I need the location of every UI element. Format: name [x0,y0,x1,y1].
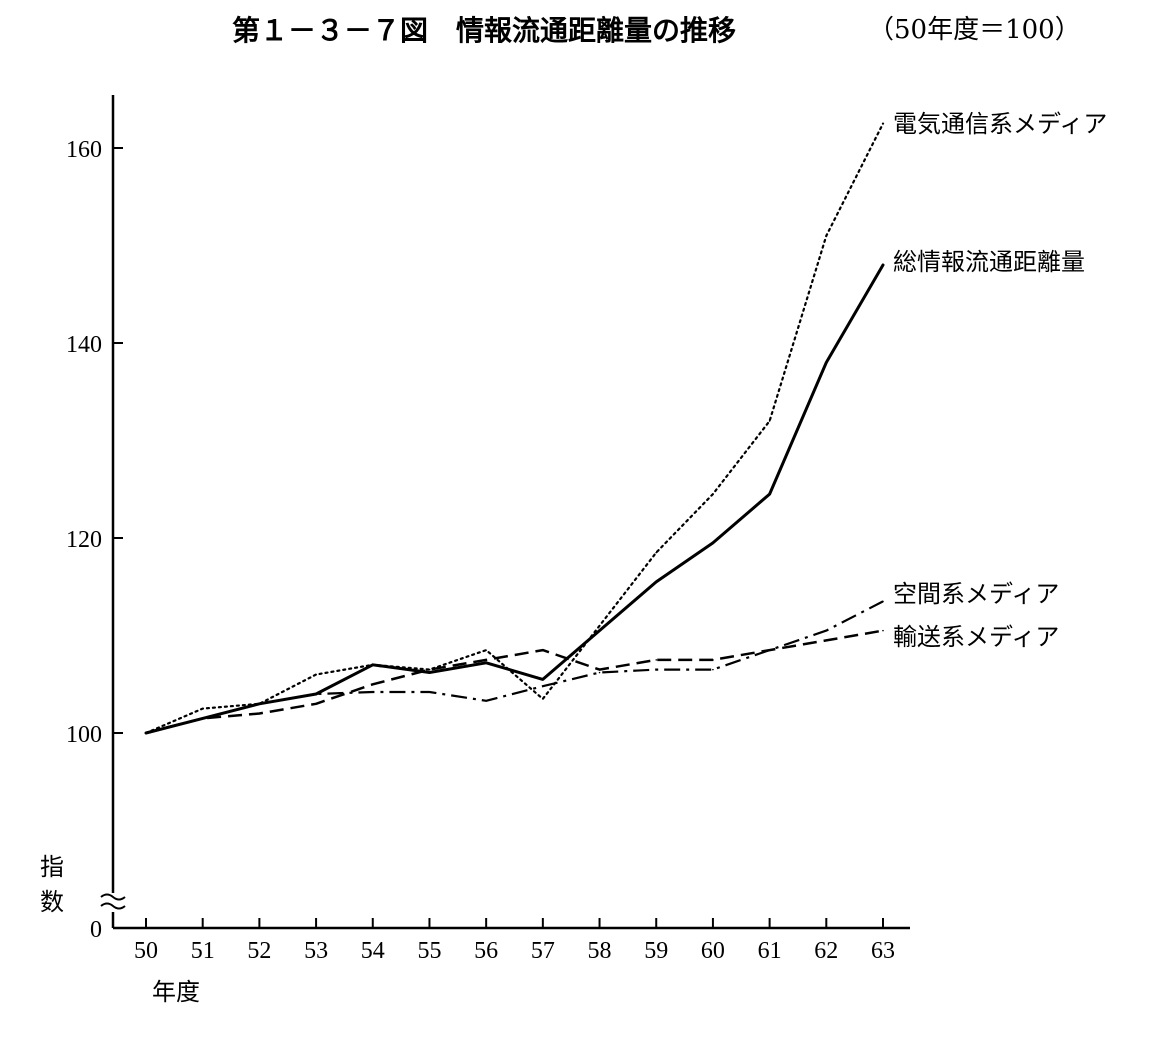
series-line-2 [144,263,885,735]
series-lines [144,122,885,735]
data-point [201,717,204,720]
data-point [542,698,544,700]
data-point [315,673,317,676]
y-axis-ticks: 0 100 120 140 160 [66,137,123,943]
data-point [655,668,658,671]
y-tick-label: 160 [66,137,102,163]
data-point [712,659,714,661]
x-axis-ticks: 50 51 52 53 54 55 56 57 58 59 60 61 62 63 [134,918,895,964]
x-tick-label: 51 [191,938,215,964]
x-tick-label: 61 [758,938,782,964]
axis-break-mark [100,902,126,910]
data-point [485,700,487,702]
data-point [315,693,317,695]
series-label-1: 電気通信系メディア [893,110,1107,138]
data-point [655,551,658,554]
data-point [882,600,884,603]
data-point [371,683,374,686]
x-tick-label: 54 [361,938,385,964]
data-point [768,420,771,422]
x-tick-label: 62 [814,938,838,964]
data-point [882,122,884,125]
x-tick-label: 63 [871,938,895,964]
series-label-2: 総情報流通距離量 [893,248,1085,276]
data-point [712,668,714,671]
data-point [598,624,601,627]
data-point [598,668,601,671]
data-point [712,542,714,544]
data-point [598,629,601,632]
x-axis-label: 年度 [152,978,200,1006]
data-point [825,361,828,364]
x-tick-label: 57 [531,938,555,964]
series-line-1 [144,122,885,735]
data-point [258,712,261,715]
data-point [371,663,374,666]
data-point [428,668,431,671]
data-point [542,685,544,687]
data-point [825,639,828,642]
y-tick-label: 0 [90,917,102,943]
data-point [598,671,601,674]
x-tick-label: 56 [474,938,498,964]
x-tick-label: 58 [588,938,612,964]
data-point [825,629,828,632]
data-point [371,691,374,693]
chart-subtitle: （50年度＝100） [868,15,1081,45]
data-point [145,732,147,734]
y-tick-label: 120 [66,527,102,553]
x-tick-label: 59 [644,938,668,964]
data-point [712,493,714,495]
series-line-4 [145,629,884,735]
data-point [428,691,431,693]
data-point [542,649,544,651]
x-tick-label: 60 [701,938,725,964]
data-point [542,678,544,681]
data-point [485,649,487,651]
data-point [485,662,487,664]
axes [100,95,910,930]
data-point [655,659,658,661]
data-point [315,702,317,705]
series-line-3 [145,600,884,735]
y-axis-label-bottom: 数 [40,888,64,916]
data-point [882,629,884,632]
data-point [485,659,487,661]
series-label-3: 空間系メディア [893,580,1059,608]
y-axis-label-top: 指 [40,853,64,881]
data-point [768,493,771,495]
x-tick-label: 52 [247,938,271,964]
data-point [201,707,204,710]
y-tick-label: 100 [66,722,102,748]
data-point [882,264,884,266]
data-point [768,649,771,651]
chart-title: 第１－３－７図 情報流通距離量の推移 [232,14,736,47]
series-label-4: 輸送系メディア [893,623,1059,651]
data-point [258,702,261,705]
x-tick-label: 55 [417,938,441,964]
x-tick-label: 50 [134,938,158,964]
axis-break-mark [100,893,126,901]
x-tick-label: 53 [304,938,328,964]
y-tick-label: 140 [66,332,102,358]
data-point [428,671,431,674]
data-point [655,581,658,583]
data-point [825,234,828,237]
